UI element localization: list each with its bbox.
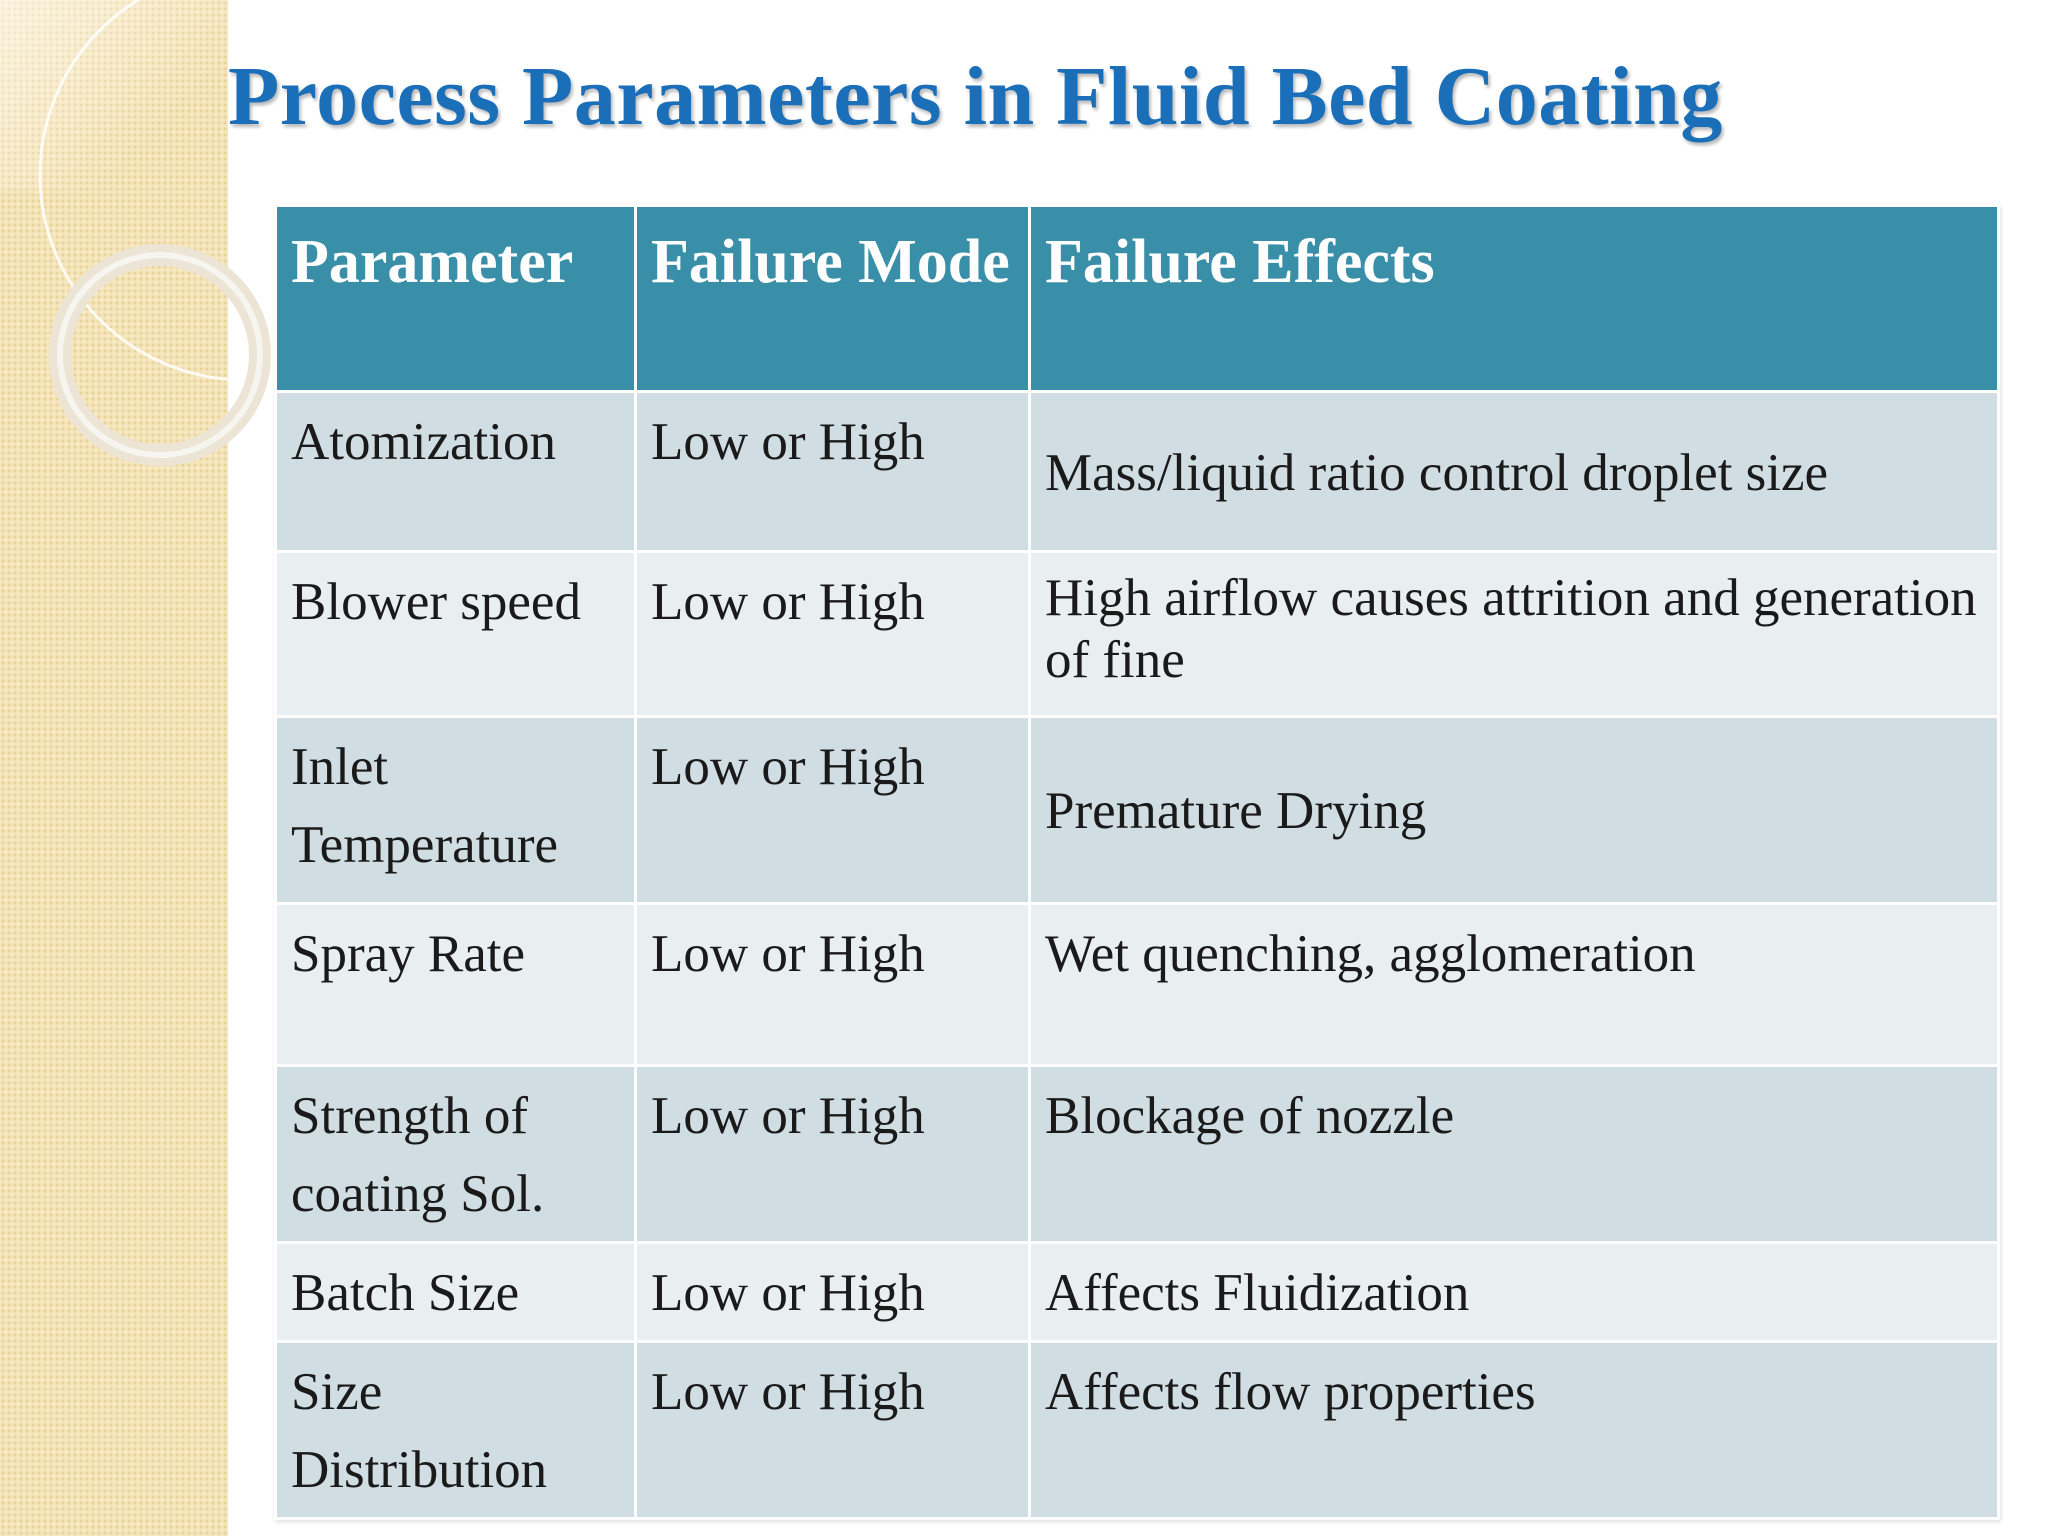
cell-failure-effects: Premature Drying bbox=[1028, 715, 2000, 905]
parameters-table: Parameter Failure Mode Failure Effects A… bbox=[274, 204, 2000, 1520]
table-row: Atomization Low or High Mass/liquid rati… bbox=[274, 390, 2000, 553]
table-row: Blower speed Low or High High airflow ca… bbox=[274, 550, 2000, 718]
cell-failure-mode: Low or High bbox=[634, 715, 1031, 905]
side-band-highlight bbox=[0, 0, 228, 190]
cell-failure-mode: Low or High bbox=[634, 902, 1031, 1067]
table-row: Size Distribution Low or High Affects fl… bbox=[274, 1340, 2000, 1520]
header-failure-effects: Failure Effects bbox=[1028, 204, 2000, 393]
cell-parameter: Size Distribution bbox=[274, 1340, 637, 1520]
cell-failure-effects: Affects flow properties bbox=[1028, 1340, 2000, 1520]
cell-parameter: Spray Rate bbox=[274, 902, 637, 1067]
cell-failure-mode: Low or High bbox=[634, 550, 1031, 718]
cell-failure-effects: Wet quenching, agglomeration bbox=[1028, 902, 2000, 1067]
slide-title: Process Parameters in Fluid Bed Coating bbox=[228, 50, 1723, 143]
cell-parameter: Atomization bbox=[274, 390, 637, 553]
small-ring-inner bbox=[57, 252, 263, 458]
table-row: Spray Rate Low or High Wet quenching, ag… bbox=[274, 902, 2000, 1067]
cell-parameter: Blower speed bbox=[274, 550, 637, 718]
table-header-row: Parameter Failure Mode Failure Effects bbox=[274, 204, 2000, 393]
table-row: Strength of coating Sol. Low or High Blo… bbox=[274, 1064, 2000, 1244]
cell-parameter: Strength of coating Sol. bbox=[274, 1064, 637, 1244]
decorative-rings bbox=[38, 0, 300, 466]
cell-failure-effects: Blockage of nozzle bbox=[1028, 1064, 2000, 1244]
cell-failure-effects: Affects Fluidization bbox=[1028, 1241, 2000, 1343]
cell-parameter: Inlet Temperature bbox=[274, 715, 637, 905]
cell-failure-mode: Low or High bbox=[634, 1241, 1031, 1343]
header-failure-mode: Failure Mode bbox=[634, 204, 1031, 393]
cell-failure-mode: Low or High bbox=[634, 390, 1031, 553]
header-parameter: Parameter bbox=[274, 204, 637, 393]
large-ring bbox=[38, 0, 300, 382]
cell-failure-mode: Low or High bbox=[634, 1064, 1031, 1244]
cell-failure-effects: Mass/liquid ratio control droplet size bbox=[1028, 390, 2000, 553]
table-row: Inlet Temperature Low or High Premature … bbox=[274, 715, 2000, 905]
cell-failure-effects: High airflow causes attrition and genera… bbox=[1028, 550, 2000, 718]
cell-failure-mode: Low or High bbox=[634, 1340, 1031, 1520]
cell-parameter: Batch Size bbox=[274, 1241, 637, 1343]
table-row: Batch Size Low or High Affects Fluidizat… bbox=[274, 1241, 2000, 1343]
